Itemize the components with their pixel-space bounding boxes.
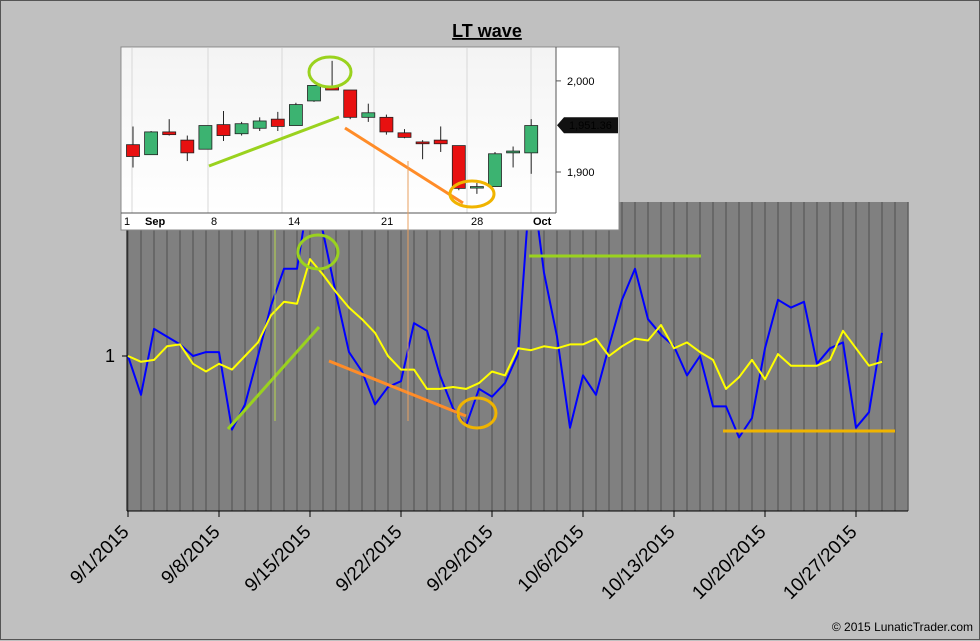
inset-orange-circle bbox=[448, 179, 496, 209]
orange-trend-line bbox=[328, 359, 467, 418]
x-tick-label: 9/15/2015 bbox=[241, 522, 316, 597]
inset-green-trend-line bbox=[208, 115, 340, 168]
candle-body bbox=[524, 125, 539, 154]
inset-date-label: 8 bbox=[211, 216, 217, 228]
x-tick-label: 9/1/2015 bbox=[66, 522, 133, 589]
candle-body bbox=[234, 123, 249, 135]
inset-date-label: 1 bbox=[124, 216, 130, 228]
candle-body bbox=[144, 131, 159, 156]
candle-body bbox=[469, 186, 484, 189]
green-peak-circle bbox=[296, 233, 340, 271]
candle-body bbox=[288, 104, 303, 126]
inset-candlestick-chart: 2,000 1,900 1,951.36 1 Sep 8 14 21 28 Oct bbox=[120, 46, 620, 421]
x-tick-label: 9/8/2015 bbox=[157, 522, 224, 589]
candle-body bbox=[415, 141, 430, 145]
orange-trough-circle bbox=[456, 396, 498, 430]
candle-body bbox=[488, 153, 502, 187]
candle-body bbox=[216, 124, 231, 136]
plot-area bbox=[126, 170, 909, 512]
x-tick-label: 10/6/2015 bbox=[514, 522, 589, 597]
x-tick-label: 10/20/2015 bbox=[688, 522, 770, 604]
lt-wave-average-line bbox=[127, 258, 883, 390]
inset-date-label: Oct bbox=[533, 216, 552, 228]
last-price-tag bbox=[557, 117, 618, 134]
x-tick-label: 10/27/2015 bbox=[779, 522, 861, 604]
inset-date-label: 14 bbox=[288, 216, 300, 228]
candle-body bbox=[343, 89, 358, 118]
x-tick-label: 9/29/2015 bbox=[423, 522, 498, 597]
inset-price-label: 2,000 bbox=[567, 76, 595, 88]
copyright-text: © 2015 LunaticTrader.com bbox=[832, 620, 973, 634]
candle-body bbox=[379, 116, 394, 133]
last-price-label: 1,951.36 bbox=[569, 120, 612, 132]
candle-body bbox=[506, 150, 521, 154]
x-tick-label: 10/13/2015 bbox=[597, 522, 679, 604]
x-axis: 9/1/2015 9/8/2015 9/15/2015 9/22/2015 9/29/2… bbox=[66, 511, 862, 604]
candle-body bbox=[270, 118, 285, 127]
x-tick-label: 9/22/2015 bbox=[332, 522, 407, 597]
inset-orange-trend-line bbox=[344, 126, 464, 205]
inset-date-label: 21 bbox=[381, 216, 393, 228]
inset-green-circle bbox=[307, 55, 353, 89]
lt-wave-line bbox=[127, 170, 883, 439]
green-trend-line bbox=[226, 326, 321, 430]
candle-body bbox=[252, 120, 267, 129]
candle-body bbox=[162, 131, 177, 136]
candle-body bbox=[361, 112, 376, 118]
candle-body bbox=[198, 125, 213, 150]
main-annotations bbox=[226, 233, 895, 433]
inset-date-label: Sep bbox=[145, 216, 165, 228]
inset-plot-bg bbox=[122, 48, 556, 213]
y-axis: 1 bbox=[105, 346, 127, 366]
candle-body bbox=[451, 145, 466, 189]
candle-body bbox=[126, 144, 140, 157]
inset-date-label: 28 bbox=[471, 216, 483, 228]
candle-body bbox=[433, 139, 448, 145]
candle-body bbox=[307, 85, 321, 102]
chart-title: LT wave bbox=[452, 21, 522, 41]
candle-body bbox=[397, 132, 412, 138]
candle-body bbox=[180, 139, 195, 154]
y-tick-label: 1 bbox=[105, 346, 115, 366]
inset-price-label: 1,900 bbox=[567, 167, 595, 179]
